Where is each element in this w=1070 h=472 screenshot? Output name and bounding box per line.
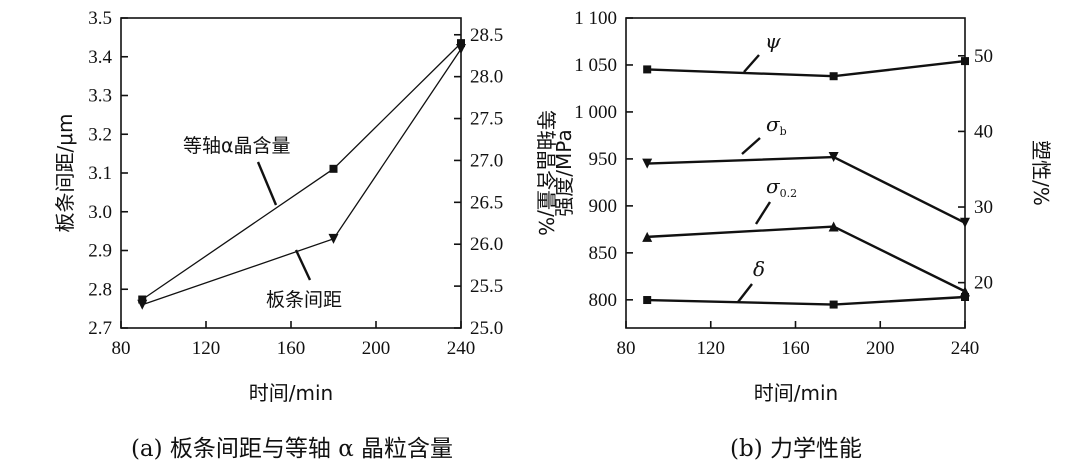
chart-a-leader-spacing	[294, 249, 312, 281]
chart-a-ytick-left-label: 2.8	[88, 279, 112, 300]
chart-b-ytick-left-label: 1 050	[574, 55, 617, 76]
chart-a-ytick-right-label: 27.5	[470, 109, 503, 130]
chart-b-point-square	[829, 72, 838, 81]
chart-b-label-psi: ψ	[765, 29, 781, 53]
chart-a-point-triangle-down	[137, 299, 148, 310]
chart-a-point-triangle-down	[328, 233, 339, 244]
caption-a: (a) 板条间距与等轴 α 晶粒含量	[131, 436, 453, 462]
chart-a-ylabel-left: 板条间距/μm	[53, 114, 77, 233]
chart-b-label-sigma02: σ0.2	[766, 174, 797, 200]
chart-a-ytick-left-label: 3.3	[88, 86, 112, 107]
chart-b-leader-psi	[743, 54, 760, 73]
chart-a-ytick-left-label: 3.2	[88, 124, 112, 145]
chart-b-series-line-1	[647, 155, 966, 224]
chart-a-ytick-right-label: 28.5	[470, 25, 503, 46]
chart-a-xtick-label: 240	[447, 338, 476, 359]
chart-a-point-triangle-down	[456, 44, 466, 54]
chart-a-ytick-right-label: 25.5	[470, 276, 503, 297]
chart-a-ylabel-right: 等轴晶含量/%	[534, 110, 558, 236]
chart-b-point-triangle-down	[828, 152, 839, 163]
chart-a-point-square	[329, 164, 338, 173]
chart-b-point-triangle-down	[960, 217, 970, 228]
chart-a-annotation-equiaxed: 等轴α晶含量	[183, 135, 291, 157]
chart-b-ylabel-right: 塑性/%	[1029, 140, 1053, 206]
chart-b-ticks: 80 120 160 200 240 800 850 900 950 1 000 1 050 1 10…	[574, 8, 993, 359]
chart-b-ytick-right-label: 50	[974, 46, 993, 67]
chart-b-point-square	[643, 65, 652, 74]
chart-b-ytick-right-label: 40	[974, 121, 993, 142]
chart-a-ytick-right-label: 25.0	[470, 318, 503, 339]
chart-b-ytick-left-label: 800	[589, 290, 618, 311]
chart-b-ytick-left-label: 1 100	[574, 8, 617, 29]
chart-a-ytick-left-label: 3.0	[88, 202, 112, 223]
chart-b-ytick-left-label: 900	[589, 196, 618, 217]
chart-a-ytick-left-label: 3.4	[88, 47, 112, 68]
chart-a-ytick-left-label: 2.9	[88, 241, 112, 262]
chart-b-label-delta: δ	[753, 257, 765, 281]
chart-a-ytick-right-label: 26.0	[470, 234, 503, 255]
chart-a-annotation-spacing: 板条间距	[266, 289, 342, 311]
chart-a-ytick-left-label: 3.5	[88, 8, 112, 29]
chart-b-ylabel-left: 强度/MPa	[552, 129, 576, 216]
chart-b-xlabel: 时间/min	[754, 381, 838, 405]
chart-b-series-line-2	[647, 225, 966, 293]
chart-b: 时间/min 强度/MPa 塑性/% 80 120 160 200 240 800 850 9…	[552, 8, 1053, 405]
chart-b-point-square	[829, 300, 838, 309]
chart-b-ytick-right-label: 30	[974, 197, 993, 218]
chart-a-ytick-right-label: 26.5	[470, 192, 503, 213]
chart-b-xtick-label: 200	[866, 338, 895, 359]
chart-a-xtick-label: 160	[277, 338, 306, 359]
chart-b-label-sigmab: σb	[766, 112, 787, 138]
chart-b-leader-sigma02	[754, 201, 772, 225]
chart-a-frame	[120, 17, 462, 329]
chart-b-ytick-left-label: 850	[589, 243, 618, 264]
chart-a-ticks: 80 120 160 200 240 2.7 2.8 2.9 3.0 3.1 3.2 3.3 3.4 3.…	[88, 8, 503, 359]
chart-b-point-triangle-down	[642, 158, 653, 169]
chart-b-point-triangle-up	[828, 221, 839, 232]
chart-a-ytick-right-label: 27.0	[470, 150, 503, 171]
chart-b-frame	[625, 17, 966, 329]
chart-b-series-line-3	[647, 295, 966, 306]
chart-a-point-square	[457, 39, 465, 48]
chart-a: 时间/min 板条间距/μm 等轴晶含量/% 80 120 160 200 240 2.7…	[53, 8, 558, 405]
caption-b: (b) 力学性能	[730, 436, 862, 462]
chart-b-series-line-0	[647, 59, 966, 78]
chart-b-xtick-label: 240	[951, 338, 980, 359]
chart-a-ytick-right-label: 28.0	[470, 67, 503, 88]
chart-b-point-triangle-up	[642, 231, 653, 242]
chart-b-xtick-label: 120	[697, 338, 726, 359]
chart-b-xtick-label: 80	[617, 338, 636, 359]
chart-b-leader-sigmab	[741, 137, 761, 155]
chart-b-leader-delta	[737, 283, 753, 303]
chart-b-marks	[642, 57, 970, 309]
chart-b-point-square	[961, 57, 969, 66]
chart-b-point-square	[961, 293, 969, 301]
chart-a-leader-equiaxed	[256, 161, 278, 206]
chart-a-ytick-left-label: 2.7	[88, 318, 112, 339]
chart-b-xtick-label: 160	[781, 338, 810, 359]
chart-b-ytick-left-label: 950	[589, 149, 618, 170]
chart-a-ytick-left-label: 3.1	[88, 163, 112, 184]
chart-b-ytick-left-label: 1 000	[574, 102, 617, 123]
chart-b-ytick-right-label: 20	[974, 273, 993, 294]
chart-a-point-square	[138, 295, 147, 304]
chart-a-xtick-label: 200	[362, 338, 391, 359]
chart-a-xlabel: 时间/min	[249, 381, 333, 405]
chart-a-xtick-label: 80	[112, 338, 131, 359]
chart-a-xtick-label: 120	[192, 338, 221, 359]
chart-b-point-square	[643, 296, 652, 305]
chart-a-marks	[137, 39, 466, 310]
